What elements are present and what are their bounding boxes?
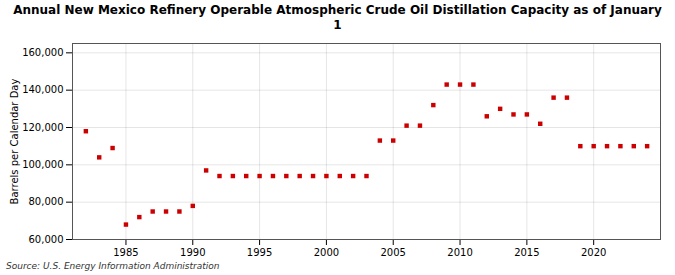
svg-text:120,000: 120,000 (22, 122, 63, 133)
svg-text:2015: 2015 (514, 247, 539, 258)
html-text:Annual New Mexico Refinery Ope: Annual New Mexico Refinery Operable Atmo… (13, 3, 662, 32)
svg-text:2000: 2000 (314, 247, 339, 258)
svg-text:2010: 2010 (447, 247, 472, 258)
svg-text:160,000: 160,000 (22, 47, 63, 58)
svg-text:1995: 1995 (247, 247, 272, 258)
svg-text:Barrels per Calendar Day: Barrels per Calendar Day (9, 79, 20, 205)
svg-text:1990: 1990 (180, 247, 205, 258)
svg-text:140,000: 140,000 (22, 84, 63, 95)
svg-text:60,000: 60,000 (29, 234, 64, 245)
html-text:Source: U.S. Energy Informatio: Source: U.S. Energy Information Administ… (6, 261, 220, 271)
svg-text:100,000: 100,000 (22, 159, 63, 170)
svg-text:2020: 2020 (581, 247, 606, 258)
svg-text:2005: 2005 (381, 247, 406, 258)
svg-text:80,000: 80,000 (29, 196, 64, 207)
svg-text:1985: 1985 (113, 247, 138, 258)
